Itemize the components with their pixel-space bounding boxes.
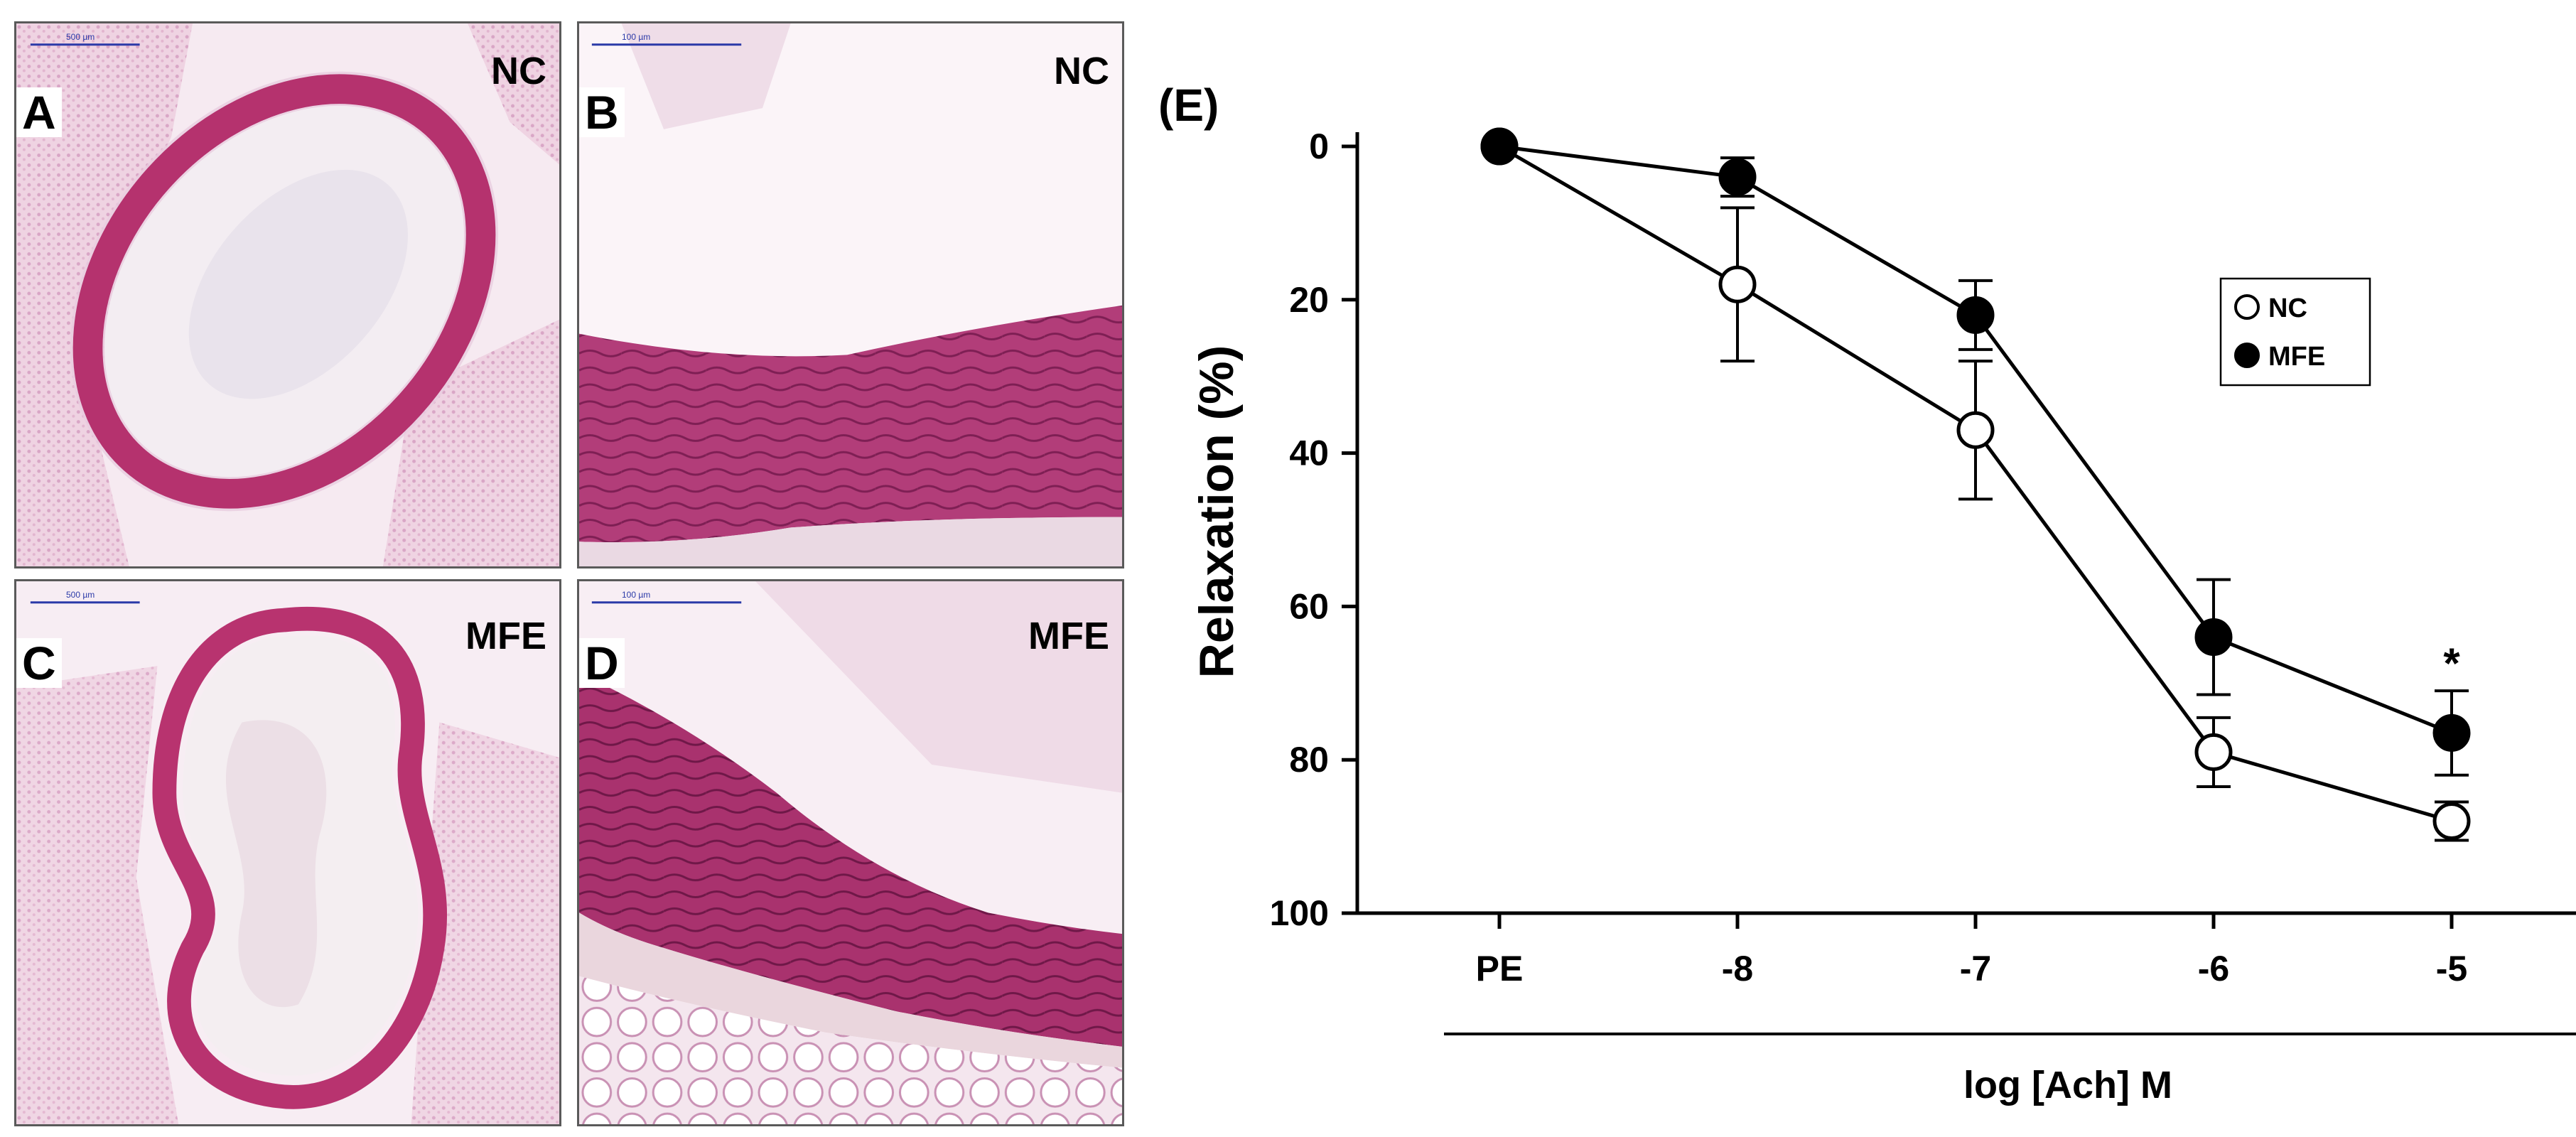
y-tick-label: 80 [1289,740,1329,780]
panel-a-scale-label: 500 µm [66,32,95,42]
x-tick-label: PE [1476,949,1524,988]
panel-d-group-label: MFE [1028,615,1109,657]
legend-mfe-label: MFE [2268,342,2325,372]
x-tick-label: -8 [1722,949,1753,988]
y-axis-label: Relaxation (%) [1190,345,1244,679]
panel-c-letter: C [16,638,62,688]
significance-asterisk: * [2443,640,2460,687]
x-tick-label: -5 [2436,949,2467,988]
legend: NC MFE [2219,277,2371,387]
panel-c-image: C MFE 500 µm [14,579,561,1126]
y-tick-label: 60 [1289,586,1329,626]
data-point-nc [2432,802,2471,841]
data-point-mfe [1956,296,1995,334]
panel-a-image: A NC 500 µm [14,21,561,568]
panel-c-scale-label: 500 µm [66,590,95,600]
panel-d-scale-label: 100 µm [622,590,651,600]
panel-b-image: B NC 100 µm [577,21,1124,568]
y-tick-label: 40 [1289,433,1329,473]
data-point-nc [2194,733,2233,771]
vessel-nc-overview [16,23,559,566]
x-axis-label: log [Ach] M [1963,1064,2172,1106]
panel-d-image: D MFE 100 µm [577,579,1124,1126]
panel-b-letter: B [579,87,625,137]
panel-c-group-label: MFE [465,615,546,657]
chart-panel-label: (E) [1158,80,1219,131]
y-tick-label: 0 [1309,126,1329,166]
data-point-nc [1956,411,1995,449]
panel-d-letter: D [579,638,625,688]
data-point-mfe [2194,618,2233,657]
relaxation-chart: (E) Relaxation (%) log [Ach] M 0 20 40 60 80… [1158,80,2576,1106]
data-point-nc [1718,265,1757,303]
vessel-wall-mfe [579,581,1122,1124]
panel-a-group-label: NC [491,50,546,92]
legend-nc-label: NC [2268,293,2307,323]
data-point-mfe [2432,713,2471,752]
legend-mfe-marker [2234,343,2260,368]
legend-nc-marker [2234,294,2260,320]
panel-b-group-label: NC [1054,50,1109,92]
x-tick-label: -7 [1960,949,1991,988]
vessel-mfe-overview [16,581,559,1124]
data-point-mfe [1480,127,1519,166]
panel-b-scale-label: 100 µm [622,32,651,42]
x-tick-label: -6 [2198,949,2229,988]
y-tick-label: 100 [1270,893,1329,933]
panel-a-letter: A [16,87,62,137]
data-point-mfe [1718,158,1757,196]
y-tick-label: 20 [1289,280,1329,320]
vessel-wall-nc [579,23,1122,566]
